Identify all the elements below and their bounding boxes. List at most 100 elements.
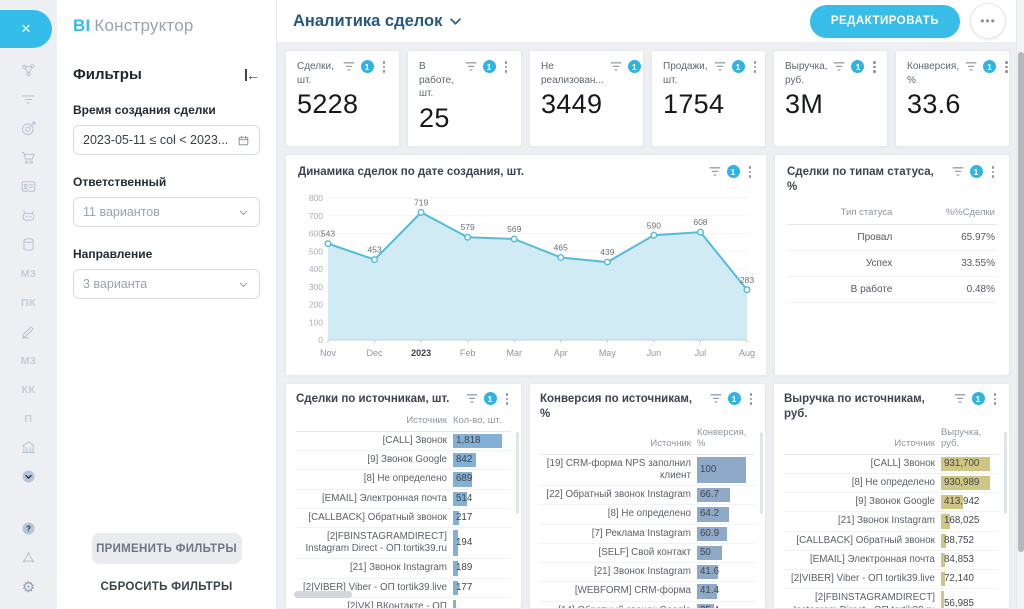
table-row[interactable]: [SELF] Свой контакт 50 (540, 544, 755, 564)
filter-icon[interactable] (833, 61, 845, 72)
apply-filters-button[interactable]: ПРИМЕНИТЬ ФИЛЬТРЫ (91, 533, 242, 564)
network-icon[interactable] (0, 56, 57, 85)
table-row[interactable]: [21] Звонок Instagram 168,025 (784, 512, 999, 532)
filter-icon[interactable] (465, 61, 477, 72)
table-row[interactable]: [EMAIL] Электронная почта 84,853 (784, 551, 999, 571)
nodes-triangle-icon[interactable] (0, 543, 57, 572)
help-icon[interactable]: ? (0, 514, 57, 543)
close-button[interactable]: × (0, 10, 52, 48)
reset-filters-button[interactable]: СБРОСИТЬ ФИЛЬТРЫ (100, 581, 233, 593)
filter-icon[interactable] (466, 393, 478, 404)
nav-rail-label[interactable]: М3 (0, 259, 57, 288)
table-row[interactable]: [CALLBACK] Обратный звонок 88,752 (784, 532, 999, 551)
value-bar (940, 456, 991, 471)
collapse-panel-icon[interactable]: ← (245, 66, 260, 83)
panel-scrollbar-thumb[interactable] (1004, 432, 1007, 514)
panel-header-icons: 1 (954, 392, 1000, 406)
column-header-value: Кол-во, шт. (452, 415, 502, 427)
filter-icon[interactable] (714, 61, 726, 72)
filter-lines-icon[interactable] (0, 85, 57, 114)
filter-icon[interactable] (952, 166, 964, 177)
table-row[interactable]: [8] Не определено 930,989 (784, 474, 999, 494)
row-label: [2|VIBER] Viber - ОП tortik39.live (303, 581, 447, 593)
table-row[interactable]: [2|FBINSTAGRAMDIRECT] Instagram Direct -… (296, 528, 511, 560)
kebab-menu-icon[interactable] (503, 392, 512, 406)
kebab-menu-icon[interactable] (380, 60, 389, 74)
kebab-menu-icon[interactable] (502, 60, 511, 74)
dashboard-title-dropdown[interactable]: Аналитика сделок (293, 12, 462, 31)
kebab-menu-icon[interactable] (751, 60, 760, 74)
row-value: 168,025 (943, 515, 980, 527)
filter-select[interactable]: 11 вариантов (73, 197, 260, 227)
table-row[interactable]: [EMAIL] Электронная почта 514 (296, 490, 511, 509)
page-scrollbar[interactable] (1016, 0, 1024, 609)
table-row[interactable]: [7] Реклама Instagram 60.9 (540, 525, 755, 544)
nav-rail-label[interactable]: КК (0, 375, 57, 404)
table-row[interactable]: [9] Звонок Google 842 (296, 451, 511, 471)
table-row[interactable]: [21] Звонок Instagram 189 (296, 559, 511, 579)
row-label: [CALL] Звонок (870, 457, 935, 469)
panel-title: Сделки по источникам, шт. (296, 393, 450, 405)
filter-icon[interactable] (343, 61, 355, 72)
chevron-down-circle-icon[interactable] (0, 462, 57, 491)
row-value: 66.7 (699, 489, 720, 501)
filter-select[interactable]: 3 варианта (73, 269, 260, 299)
kebab-menu-icon[interactable] (870, 60, 879, 74)
kebab-menu-icon[interactable] (991, 392, 1000, 406)
filter-icon[interactable] (954, 393, 966, 404)
more-options-button[interactable]: ••• (970, 3, 1006, 39)
kebab-menu-icon[interactable] (989, 165, 998, 179)
table-row[interactable]: [CALL] Звонок 931,700 (784, 455, 999, 474)
table-row[interactable]: [9] Звонок Google 413,942 (784, 493, 999, 513)
kebab-menu-icon[interactable] (747, 392, 756, 406)
nav-rail-label[interactable]: М3 (0, 346, 57, 375)
table-row[interactable]: [19] CRM-форма NPS заполнил клиент 100 (540, 455, 755, 487)
row-value-cell: 1,818 (452, 432, 511, 450)
panel-scrollbar-thumb[interactable] (516, 432, 519, 514)
panel-scrollbar-thumb[interactable] (760, 432, 763, 514)
cart-icon[interactable] (0, 143, 57, 172)
pen-icon[interactable] (0, 317, 57, 346)
table-row[interactable]: [8] Не определено 689 (296, 470, 511, 490)
database-icon[interactable] (0, 230, 57, 259)
table-row[interactable]: Провал 65.97% (787, 224, 997, 251)
filter-icon[interactable] (965, 61, 977, 72)
id-card-icon[interactable] (0, 172, 57, 201)
nav-rail-label[interactable]: ПК (0, 288, 57, 317)
bank-icon[interactable] (0, 433, 57, 462)
table-row[interactable]: [14] Обратный звонок Google35.4 (540, 602, 755, 608)
table-row[interactable]: [21] Звонок Instagram 41.6 (540, 563, 755, 583)
kpi-card: В работе, шт. 1 25 (407, 50, 522, 147)
column-header-source: Источник (894, 437, 935, 449)
table-row[interactable]: [2|VIBER] Viber - ОП tortik39.live 72,140 (784, 570, 999, 590)
panel-horizontal-scrollbar-thumb[interactable] (294, 591, 352, 598)
table-row[interactable]: [2|VK] ВКонтакте - ОП tortik39.live 110 (296, 598, 511, 608)
table-row[interactable]: В работе 0.48% (787, 276, 997, 303)
gear-icon[interactable]: ⚙ (0, 572, 57, 601)
row-value: 88,752 (943, 534, 974, 546)
filter-icon[interactable] (710, 393, 722, 404)
nav-rail-label[interactable]: П (0, 404, 57, 433)
filter-icon[interactable] (610, 61, 622, 72)
kebab-menu-icon[interactable] (1002, 60, 1009, 74)
edit-button[interactable]: РЕДАКТИРОВАТЬ (809, 4, 960, 38)
svg-text:Aug: Aug (739, 348, 755, 358)
table-row[interactable]: [2|FBINSTAGRAMDIRECT] Instagram Direct -… (784, 589, 999, 608)
robot-icon[interactable] (0, 201, 57, 230)
filter-field-value: 11 вариантов (83, 205, 160, 219)
panel-header: Сделки по типам статуса, % 1 (787, 165, 997, 195)
table-row[interactable]: [22] Обратный звонок Instagram 66.7 (540, 486, 755, 506)
date-range-input[interactable]: 2023-05-11 ≤ col < 2023... (73, 125, 260, 155)
target-icon[interactable] (0, 114, 57, 143)
filter-count-badge: 1 (731, 60, 745, 74)
kebab-menu-icon[interactable] (746, 165, 755, 179)
row-label: [2|FBINSTAGRAMDIRECT] Instagram Direct -… (305, 530, 447, 555)
table-row[interactable]: [CALLBACK] Обратный звонок 217 (296, 509, 511, 528)
table-row[interactable]: Успех 33.55% (787, 250, 997, 277)
table-row[interactable]: [8] Не определено 64.2 (540, 505, 755, 525)
filter-icon[interactable] (709, 166, 721, 177)
table-row[interactable]: [CALL] Звонок 1,818 (296, 432, 511, 452)
table-row[interactable]: [2|VIBER] Viber - ОП tortik39.live 177 (296, 579, 511, 598)
table-row[interactable]: [WEBFORM] CRM-форма 41.4 (540, 582, 755, 602)
page-scrollbar-thumb[interactable] (1018, 52, 1024, 552)
